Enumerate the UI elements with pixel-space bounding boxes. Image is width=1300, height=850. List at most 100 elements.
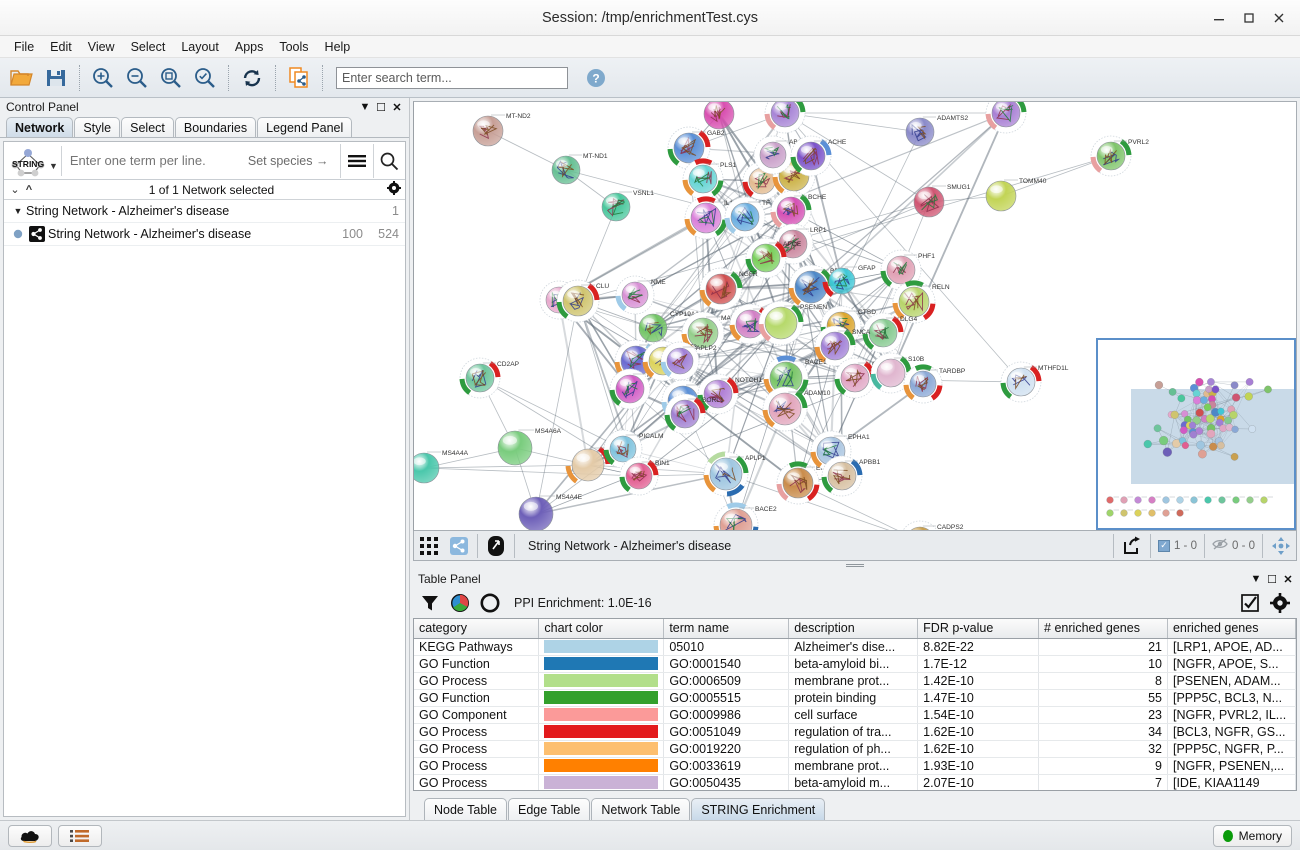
- network-node[interactable]: MAPT: [681, 311, 740, 355]
- tab-edge-table[interactable]: Edge Table: [508, 798, 591, 820]
- network-node[interactable]: CLU: [556, 279, 610, 323]
- cloud-icon[interactable]: [8, 824, 52, 847]
- pie-chart-icon[interactable]: [446, 590, 474, 616]
- set-species-link[interactable]: Set species →: [247, 153, 329, 168]
- table-row[interactable]: GO Process GO:0050435 beta-amyloid m... 2.0…: [414, 774, 1296, 790]
- network-node[interactable]: BACE2: [713, 502, 777, 532]
- network-node[interactable]: MS4A6A: [497, 428, 562, 466]
- tab-style[interactable]: Style: [74, 117, 121, 137]
- collapse-all-icon[interactable]: ⌄: [10, 184, 20, 196]
- network-node[interactable]: DLG4: [862, 312, 918, 354]
- network-graph[interactable]: MT-ND2 MT-ND1 VSNL1 CD2AP MS4A4A MS4A6A MS4A4E…: [414, 102, 1297, 531]
- network-node[interactable]: S10B: [870, 352, 925, 394]
- col-chart-color[interactable]: chart color: [538, 619, 665, 639]
- menu-select[interactable]: Select: [130, 39, 166, 54]
- network-node[interactable]: EPHA5: [776, 461, 838, 505]
- network-node[interactable]: PSENEN: [758, 300, 828, 346]
- menu-file[interactable]: File: [14, 39, 35, 54]
- network-node[interactable]: SNCA: [814, 325, 871, 367]
- share-network-icon[interactable]: [444, 532, 474, 560]
- selected-nodes-counter[interactable]: ✓ 1 - 0: [1154, 539, 1201, 552]
- network-node[interactable]: BIN1: [619, 456, 670, 496]
- col-enriched-genes[interactable]: enriched genes: [1167, 619, 1296, 639]
- new-network-icon[interactable]: [283, 62, 315, 94]
- network-node[interactable]: PHF1: [880, 249, 936, 291]
- tree-row-root[interactable]: ▼ String Network - Alzheimer's disease 1: [4, 200, 405, 223]
- select-all-icon[interactable]: [1236, 590, 1264, 616]
- network-node[interactable]: GAB2: [667, 126, 725, 170]
- network-node[interactable]: MS4A4E: [518, 494, 583, 531]
- col-category[interactable]: category: [414, 619, 540, 639]
- network-node[interactable]: MT-ND2: [472, 113, 531, 147]
- tab-select[interactable]: Select: [121, 117, 174, 137]
- menu-tools[interactable]: Tools: [279, 39, 309, 54]
- col-term-name[interactable]: term name: [663, 619, 790, 639]
- control-panel-close-icon[interactable]: ✕: [392, 101, 402, 114]
- network-node[interactable]: CYP19A1: [638, 311, 699, 343]
- table-panel-dropdown-icon[interactable]: ▼: [1250, 573, 1262, 585]
- network-node[interactable]: CADPS2: [900, 520, 964, 531]
- network-node[interactable]: APLP1: [703, 451, 766, 497]
- network-node[interactable]: MS4A4A: [414, 450, 469, 484]
- tab-boundaries[interactable]: Boundaries: [174, 117, 257, 137]
- tab-network-table[interactable]: Network Table: [591, 798, 691, 820]
- network-node[interactable]: NGFR: [699, 267, 758, 311]
- maximize-button[interactable]: [1234, 3, 1264, 33]
- hamburger-icon[interactable]: [340, 143, 372, 178]
- network-node[interactable]: MT-ND1: [551, 153, 608, 185]
- menu-apps[interactable]: Apps: [234, 39, 264, 54]
- menu-layout[interactable]: Layout: [181, 39, 219, 54]
- network-node[interactable]: CDK5: [834, 357, 890, 399]
- export-icon[interactable]: [1117, 532, 1147, 560]
- network-navigator[interactable]: [1096, 338, 1296, 530]
- network-node[interactable]: RELN: [892, 280, 950, 324]
- network-node[interactable]: APLP2: [660, 341, 717, 381]
- network-node[interactable]: GFAP: [822, 265, 877, 297]
- network-node[interactable]: BACE1: [763, 355, 827, 401]
- tab-string-enrichment[interactable]: STRING Enrichment: [691, 798, 826, 820]
- network-node[interactable]: CD2AP: [459, 357, 520, 399]
- control-panel-float-icon[interactable]: ☐: [376, 101, 386, 114]
- network-node[interactable]: ADAMTS2: [905, 115, 968, 147]
- network-node[interactable]: MTHFD1L: [1000, 361, 1069, 403]
- list-icon[interactable]: [58, 824, 102, 847]
- network-node[interactable]: VSNL1: [601, 190, 654, 222]
- menu-help[interactable]: Help: [324, 39, 351, 54]
- string-term-input[interactable]: [61, 143, 248, 178]
- table-row[interactable]: GO Process GO:0006509 membrane prot... 1.42…: [414, 672, 1296, 690]
- zoom-out-icon[interactable]: [121, 62, 153, 94]
- network-node[interactable]: APOE: [745, 237, 802, 279]
- string-logo-icon[interactable]: STRING: [7, 144, 49, 178]
- vertical-splitter[interactable]: [410, 561, 1300, 570]
- network-node[interactable]: PVRL2: [1090, 135, 1150, 177]
- table-panel-float-icon[interactable]: ☐: [1267, 573, 1277, 586]
- settings-gear-icon[interactable]: [1266, 590, 1294, 616]
- tree-row-network[interactable]: String Network - Alzheimer's disease 100…: [4, 223, 405, 246]
- refresh-icon[interactable]: [236, 62, 268, 94]
- memory-indicator[interactable]: Memory: [1212, 824, 1292, 847]
- filter-icon[interactable]: [416, 590, 444, 616]
- table-row[interactable]: KEGG Pathways 05010 Alzheimer's dise... 8.8…: [414, 638, 1296, 656]
- donut-chart-icon[interactable]: [476, 590, 504, 616]
- table-row[interactable]: GO Process GO:0051049 regulation of tra...…: [414, 723, 1296, 741]
- network-node[interactable]: SMUG1: [913, 184, 971, 218]
- save-icon[interactable]: [40, 62, 72, 94]
- network-node[interactable]: APBB1: [821, 455, 881, 497]
- node-select-checkbox-icon[interactable]: ✓: [1157, 539, 1170, 552]
- network-node[interactable]: NME: [615, 275, 667, 315]
- open-folder-icon[interactable]: [6, 62, 38, 94]
- network-node[interactable]: TF: [724, 196, 771, 238]
- tab-node-table[interactable]: Node Table: [424, 798, 508, 820]
- col-description[interactable]: description: [788, 619, 919, 639]
- network-node[interactable]: PSEN1: [703, 102, 759, 130]
- tab-legend-panel[interactable]: Legend Panel: [257, 117, 353, 137]
- control-panel-dropdown-icon[interactable]: ▼: [359, 101, 371, 113]
- table-row[interactable]: GO Process GO:0033619 membrane prot... 1.93…: [414, 757, 1296, 775]
- network-node[interactable]: PSEN2: [985, 102, 1045, 134]
- edge-hidden-eye-icon[interactable]: [1212, 538, 1228, 553]
- table-row[interactable]: GO Function GO:0005515 protein binding 1.47…: [414, 689, 1296, 707]
- chevron-down-icon[interactable]: ▼: [13, 206, 23, 216]
- network-node[interactable]: TARDBP: [903, 364, 966, 404]
- settings-gear-icon[interactable]: [387, 181, 401, 198]
- search-icon[interactable]: [372, 143, 405, 178]
